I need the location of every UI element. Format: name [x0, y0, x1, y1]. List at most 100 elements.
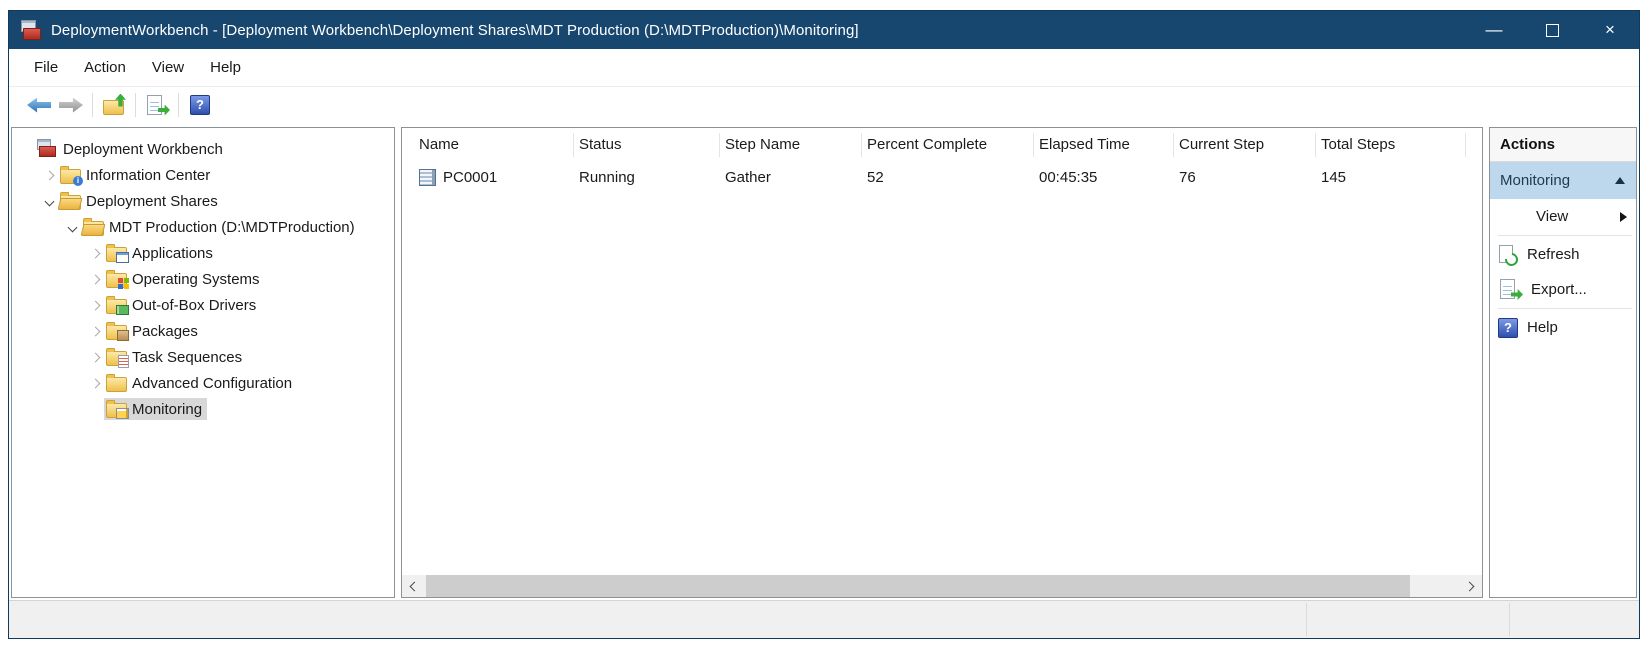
chevron-collapsed-icon[interactable] — [87, 248, 104, 258]
console-tree: Deployment Workbench Information Center De… — [11, 127, 395, 598]
tree-item-deployment-workbench[interactable]: Deployment Workbench — [12, 136, 394, 162]
chevron-expanded-icon[interactable] — [64, 222, 81, 232]
cell-text: 52 — [867, 168, 884, 186]
submenu-arrow-icon — [1620, 211, 1627, 222]
cell-text: 76 — [1179, 168, 1196, 186]
chevron-collapsed-icon[interactable] — [87, 274, 104, 284]
monitoring-folder-icon — [106, 399, 129, 419]
menu-view[interactable]: View — [151, 59, 185, 76]
tasks-folder-icon — [106, 348, 129, 368]
scroll-right-arrow[interactable] — [1460, 575, 1482, 597]
tree-item-content: Task Sequences — [104, 346, 247, 368]
menu-action[interactable]: Action — [84, 59, 126, 76]
chevron-collapsed-icon[interactable] — [41, 170, 58, 180]
column-header-name[interactable]: Name — [414, 133, 574, 157]
scroll-left-arrow[interactable] — [402, 575, 424, 597]
chevron-right-icon — [1464, 581, 1475, 591]
forward-button[interactable] — [55, 90, 87, 120]
chevron-collapsed-icon[interactable] — [87, 300, 104, 310]
back-button[interactable] — [23, 90, 55, 120]
tree-item-packages[interactable]: Packages — [12, 318, 394, 344]
help-button[interactable] — [184, 90, 216, 120]
action-help[interactable]: Help — [1490, 310, 1636, 345]
monitoring-folder-icon — [106, 400, 129, 419]
scrollbar-track[interactable] — [424, 575, 1460, 597]
export-list-icon — [1498, 279, 1522, 300]
chevron-collapsed-icon[interactable] — [87, 326, 104, 336]
action-label: View — [1536, 208, 1569, 225]
action-label: Export... — [1531, 281, 1587, 298]
column-header-current-step[interactable]: Current Step — [1174, 133, 1316, 157]
action-refresh[interactable]: Refresh — [1490, 237, 1636, 272]
tree-item-content: Applications — [104, 242, 218, 264]
tree-item-label: Task Sequences — [132, 348, 243, 366]
chevron-mark — [90, 248, 101, 258]
folder-icon — [106, 374, 127, 392]
menu-help[interactable]: Help — [210, 59, 241, 76]
chevron-expanded-icon[interactable] — [41, 196, 58, 206]
chevron-mark — [67, 222, 78, 232]
tree-item-task-sequences[interactable]: Task Sequences — [12, 344, 394, 370]
tree-item-content: Monitoring — [104, 398, 208, 420]
chevron-collapsed-icon[interactable] — [87, 352, 104, 362]
list-body: PC0001 Running Gather 52 00:45:35 76 145 — [402, 162, 1482, 575]
os-folder-icon — [106, 270, 127, 288]
window-title: DeploymentWorkbench - [Deployment Workbe… — [51, 21, 859, 39]
chevron-mark — [90, 300, 101, 310]
export-list-button[interactable] — [141, 90, 173, 120]
scrollbar-thumb[interactable] — [426, 575, 1411, 597]
tree-item-deployment-shares[interactable]: Deployment Shares — [12, 188, 394, 214]
action-group-monitoring[interactable]: Monitoring — [1490, 162, 1636, 199]
main-area: Deployment Workbench Information Center De… — [9, 123, 1639, 600]
menu-bar: File Action View Help — [9, 49, 1639, 87]
results-pane: Name Status Step Name Percent Complete Elaps… — [401, 127, 1483, 598]
cell-text: PC0001 — [443, 168, 498, 186]
folder-icon — [106, 373, 128, 393]
open-folder-icon — [83, 217, 105, 237]
column-header-total-steps[interactable]: Total Steps — [1316, 133, 1466, 157]
chevron-collapsed-icon[interactable] — [87, 378, 104, 388]
column-header-status[interactable]: Status — [574, 133, 720, 157]
tree-item-advanced-configuration[interactable]: Advanced Configuration — [12, 370, 394, 396]
tree-item-information-center[interactable]: Information Center — [12, 162, 394, 188]
horizontal-scrollbar[interactable] — [402, 575, 1482, 597]
cell-text: 145 — [1321, 168, 1347, 186]
minimize-button[interactable]: — — [1465, 11, 1523, 49]
cell-step-name: Gather — [720, 169, 862, 186]
list-header: Name Status Step Name Percent Complete Elaps… — [402, 128, 1482, 162]
column-header-elapsed-time[interactable]: Elapsed Time — [1034, 133, 1174, 157]
cell-status: Running — [574, 169, 720, 186]
tree-item-applications[interactable]: Applications — [12, 240, 394, 266]
title-bar: DeploymentWorkbench - [Deployment Workbe… — [9, 11, 1639, 49]
help-icon — [1498, 317, 1518, 338]
action-separator — [1498, 235, 1632, 236]
toolbar-separator — [178, 93, 179, 117]
mmc-console-icon — [20, 20, 42, 40]
workbench-icon — [37, 139, 57, 157]
tree-item-label: Operating Systems — [132, 270, 260, 288]
up-one-level-button[interactable] — [98, 90, 130, 120]
tree-item-mdt-production-d-mdtproduction[interactable]: MDT Production (D:\MDTProduction) — [12, 214, 394, 240]
tree-item-operating-systems[interactable]: Operating Systems — [12, 266, 394, 292]
cell-current-step: 76 — [1174, 169, 1316, 186]
column-header-step-name[interactable]: Step Name — [720, 133, 862, 157]
tree-item-label: Out-of-Box Drivers — [132, 296, 257, 314]
info-folder-icon — [60, 166, 83, 186]
tree-item-label: Applications — [132, 244, 213, 262]
close-button[interactable]: × — [1581, 11, 1639, 49]
collapse-group-icon[interactable] — [1615, 177, 1625, 184]
column-header-percent-complete[interactable]: Percent Complete — [862, 133, 1034, 157]
tree-item-label: MDT Production (D:\MDTProduction) — [109, 218, 355, 236]
chevron-mark — [44, 196, 55, 206]
menu-file[interactable]: File — [34, 59, 59, 76]
tree-item-label: Packages — [132, 322, 198, 340]
list-row-pc0001[interactable]: PC0001 Running Gather 52 00:45:35 76 145 — [414, 162, 1482, 192]
tree-item-monitoring[interactable]: Monitoring — [12, 396, 394, 422]
action-export[interactable]: Export... — [1490, 272, 1636, 307]
tasks-folder-icon — [106, 347, 129, 368]
cell-name: PC0001 — [414, 168, 574, 186]
action-view[interactable]: View — [1490, 199, 1636, 234]
maximize-button[interactable] — [1523, 11, 1581, 49]
tree-item-out-of-box-drivers[interactable]: Out-of-Box Drivers — [12, 292, 394, 318]
forward-icon — [59, 97, 83, 113]
